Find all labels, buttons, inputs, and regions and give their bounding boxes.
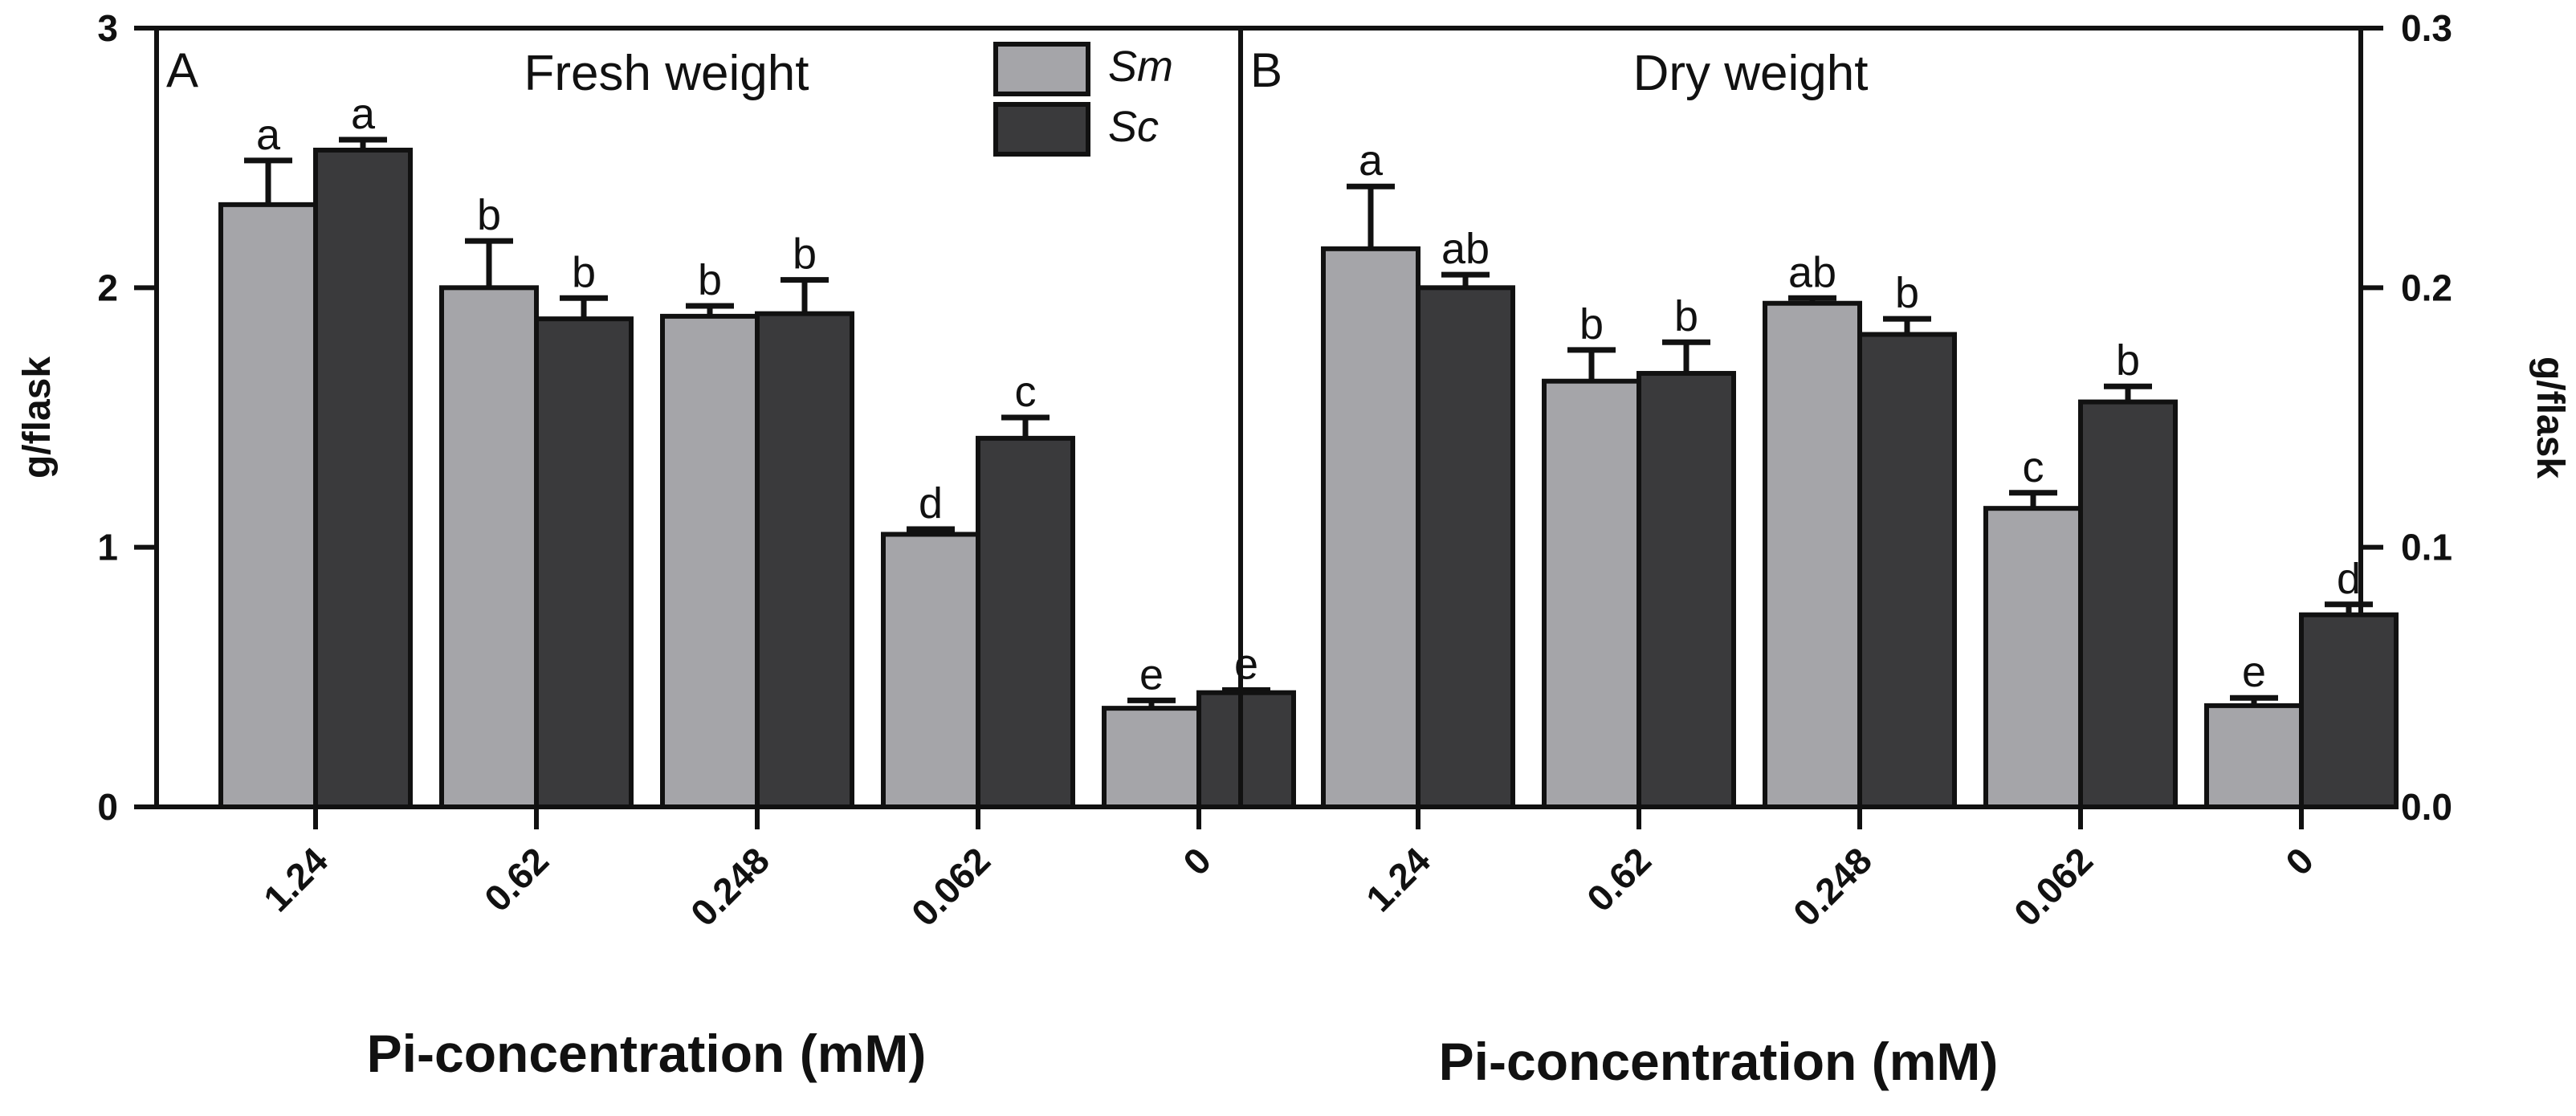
panel-letter-a: A xyxy=(166,43,198,97)
bar-sm xyxy=(1983,506,2083,810)
bar-sc xyxy=(1636,371,1736,809)
bar-sm xyxy=(1763,300,1862,809)
y-tick-label-a: 3 xyxy=(97,7,118,49)
x-tick-label: 0.248 xyxy=(1785,839,1880,934)
bar-sc xyxy=(313,147,413,809)
y-tick-label-b: 0.2 xyxy=(2401,267,2452,308)
legend-label-sc: Sc xyxy=(1108,103,1159,151)
bar-sc xyxy=(534,316,634,809)
y-axis-title-b: g/flask xyxy=(2529,356,2571,479)
legend-swatch-sc xyxy=(993,102,1090,157)
significance-letter: e xyxy=(1234,641,1258,689)
y-tick-label-a: 1 xyxy=(97,527,118,568)
x-tick-label: 1.24 xyxy=(255,839,336,919)
significance-letter: c xyxy=(2023,443,2044,491)
significance-letter: b xyxy=(793,230,817,279)
y-tick-label-a: 2 xyxy=(97,267,118,308)
panel-title-b: Dry weight xyxy=(1633,46,1869,101)
legend-swatch-sm xyxy=(993,42,1090,96)
x-tick-label: 0 xyxy=(2277,839,2321,883)
significance-letter: b xyxy=(2116,336,2140,385)
bar-sc xyxy=(2299,612,2399,809)
y-tick-label-b: 0.3 xyxy=(2401,7,2452,49)
x-tick-label: 0 xyxy=(1175,839,1219,883)
significance-letter: ab xyxy=(1788,248,1836,296)
legend-label-sm: Sm xyxy=(1108,43,1173,91)
significance-letter: b xyxy=(1579,300,1604,348)
significance-letter: b xyxy=(477,191,501,239)
significance-letter: a xyxy=(351,90,376,138)
bar-sc xyxy=(2078,399,2178,809)
panel-letter-b: B xyxy=(1250,43,1282,97)
bar-sm xyxy=(218,202,318,810)
x-axis-title-a: Pi-concentration (mM) xyxy=(367,1024,927,1083)
panel-title-a: Fresh weight xyxy=(524,46,809,101)
significance-letter: a xyxy=(256,111,281,159)
significance-letter: b xyxy=(698,256,722,304)
significance-letter: b xyxy=(1674,292,1698,340)
bar-sc xyxy=(1416,285,1515,810)
significance-letter: ab xyxy=(1441,225,1490,273)
significance-letter: b xyxy=(1895,269,1919,317)
x-tick-label: 0.062 xyxy=(903,839,998,934)
bar-sm xyxy=(1321,246,1420,810)
bar-sc xyxy=(1857,332,1957,809)
bar-sm xyxy=(2204,703,2304,810)
bar-sm xyxy=(881,532,980,809)
x-tick-label: 0.62 xyxy=(1579,839,1659,919)
x-tick-label: 0.62 xyxy=(476,839,556,919)
x-tick-label: 1.24 xyxy=(1358,839,1438,919)
y-tick-label-b: 0.0 xyxy=(2401,786,2452,828)
significance-letter: e xyxy=(2242,648,2266,696)
significance-letter: c xyxy=(1015,368,1037,416)
y-axis-title-a: g/flask xyxy=(16,356,59,479)
bar-sm xyxy=(439,285,539,810)
y-tick-label-a: 0 xyxy=(97,786,118,828)
significance-letter: d xyxy=(919,479,943,527)
bar-sc xyxy=(1196,690,1296,809)
bar-sm xyxy=(1102,706,1201,810)
significance-letter: e xyxy=(1139,650,1164,699)
bar-sm xyxy=(660,313,760,809)
bar-sc xyxy=(976,435,1075,809)
significance-letter: b xyxy=(572,248,596,296)
significance-letter: a xyxy=(1359,136,1384,185)
x-axis-title-b: Pi-concentration (mM) xyxy=(1439,1032,1999,1091)
y-tick-label-b: 0.1 xyxy=(2401,527,2452,568)
x-tick-label: 0.248 xyxy=(683,839,777,934)
significance-letter: d xyxy=(2337,555,2361,603)
bar-sm xyxy=(1542,378,1641,809)
x-tick-label: 0.062 xyxy=(2006,839,2101,934)
bar-sc xyxy=(755,311,854,809)
